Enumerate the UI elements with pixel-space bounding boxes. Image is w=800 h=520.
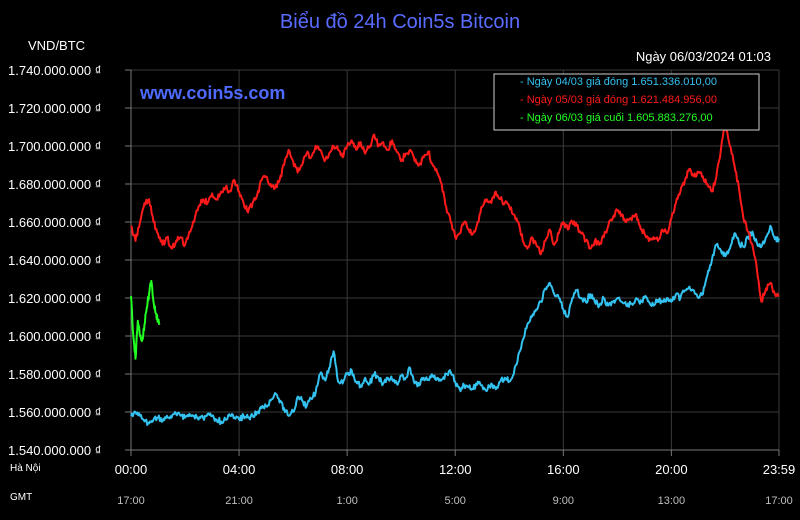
legend-entry-1: - Ngày 04/03 giá đóng 1.651.336.010,00 [520,76,717,88]
y-tick-label: 1.640.000.000 ₫ [8,253,101,268]
y-tick-label: 1.540.000.000 ₫ [8,443,101,458]
x-gmt-label: 17:00 [765,495,793,507]
y-tick-label: 1.620.000.000 ₫ [8,291,101,306]
chart-title: Biểu đồ 24h Coin5s Bitcoin [280,11,520,33]
y-tick-label: 1.560.000.000 ₫ [8,405,101,420]
y-tick-label: 1.660.000.000 ₫ [8,215,101,230]
x-tick-label: 00:00 [115,462,148,477]
legend-entry-2: - Ngày 05/03 giá đóng 1.621.484.956,00 [520,94,717,106]
x-gmt-label: 1:00 [336,495,357,507]
x-tick-label: 16:00 [547,462,580,477]
y-tick-labels: 1.740.000.000 ₫ 1.720.000.000 ₫ 1.700.000.… [8,63,101,458]
x-tick-labels: 00:00 17:00 04:00 21:00 08:00 1:00 12:00 5:00 16… [115,462,796,507]
axes [125,69,780,456]
y-tick-label: 1.740.000.000 ₫ [8,63,101,78]
x-gmt-label: 21:00 [225,495,253,507]
x-tick-label: 04:00 [223,462,256,477]
x-tick-label: 12:00 [439,462,472,477]
y-tick-label: 1.580.000.000 ₫ [8,367,101,382]
watermark-link: www.coin5s.com [139,83,285,103]
x-gmt-label: 17:00 [117,495,145,507]
x-gmt-label: 13:00 [658,495,686,507]
datetime-label: Ngày 06/03/2024 01:03 [636,49,771,64]
series-line-1 [130,224,780,426]
y-tick-label: 1.600.000.000 ₫ [8,329,101,344]
row-label-gmt: GMT [10,492,32,503]
series-line-2 [130,122,780,303]
x-tick-label: 08:00 [331,462,364,477]
unit-label: VND/BTC [28,38,85,53]
legend-box [493,73,760,131]
legend-entry-3: - Ngày 06/03 giá cuối 1.605.883.276,00 [520,112,713,124]
series-line-3 [130,279,161,360]
series-lines [130,122,780,426]
x-gmt-label: 5:00 [445,495,466,507]
row-label-local: Hà Nội [10,463,41,474]
x-tick-label: 20:00 [655,462,688,477]
y-tick-label: 1.680.000.000 ₫ [8,177,101,192]
legend: - Ngày 04/03 giá đóng 1.651.336.010,00 - … [493,73,760,131]
y-tick-label: 1.700.000.000 ₫ [8,139,101,154]
x-gmt-label: 9:00 [553,495,574,507]
y-tick-label: 1.720.000.000 ₫ [8,101,101,116]
x-tick-label: 23:59 [763,462,796,477]
